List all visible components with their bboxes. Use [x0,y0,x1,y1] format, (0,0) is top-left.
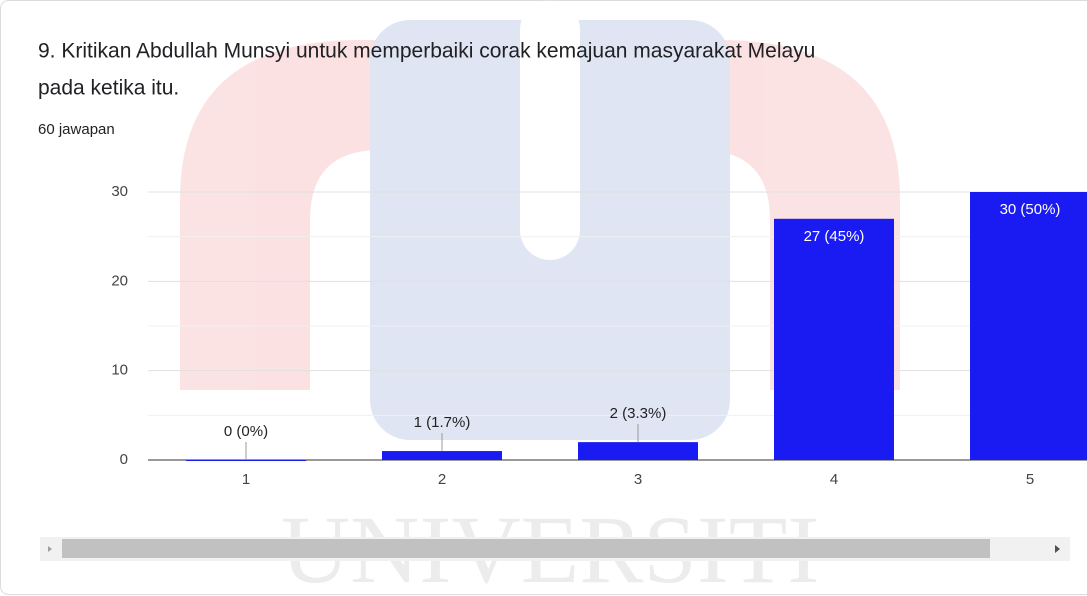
watermark-logo [180,0,900,440]
scroll-left[interactable] [48,546,52,552]
bar [774,218,894,460]
bar [382,451,502,460]
value-label: 2 (3.3%) [610,405,667,422]
y-tick-label: 20 [111,272,128,289]
value-label: 27 (45%) [804,228,865,245]
bar [186,460,306,461]
x-tick-label: 2 [438,471,446,488]
scroll-right[interactable] [1055,545,1060,553]
x-tick-label: 4 [830,471,838,488]
x-tick-label: 3 [634,471,642,488]
value-label: 0 (0%) [224,423,268,440]
y-tick-label: 30 [111,183,128,200]
chart-title: 9. Kritikan Abdullah Munsyi untuk memper… [38,40,815,63]
response-count: 60 jawapan [38,121,115,138]
scrollbar[interactable] [40,537,1070,561]
chart-title: pada ketika itu. [38,77,179,100]
bar [578,442,698,460]
x-tick-label: 5 [1026,471,1034,488]
value-label: 30 (50%) [1000,201,1061,218]
value-label: 1 (1.7%) [414,414,471,431]
y-tick-label: 10 [111,362,128,379]
bar [970,192,1087,460]
scroll-thumb[interactable] [62,539,990,558]
x-tick-label: 1 [242,471,250,488]
y-tick-label: 0 [120,451,128,468]
